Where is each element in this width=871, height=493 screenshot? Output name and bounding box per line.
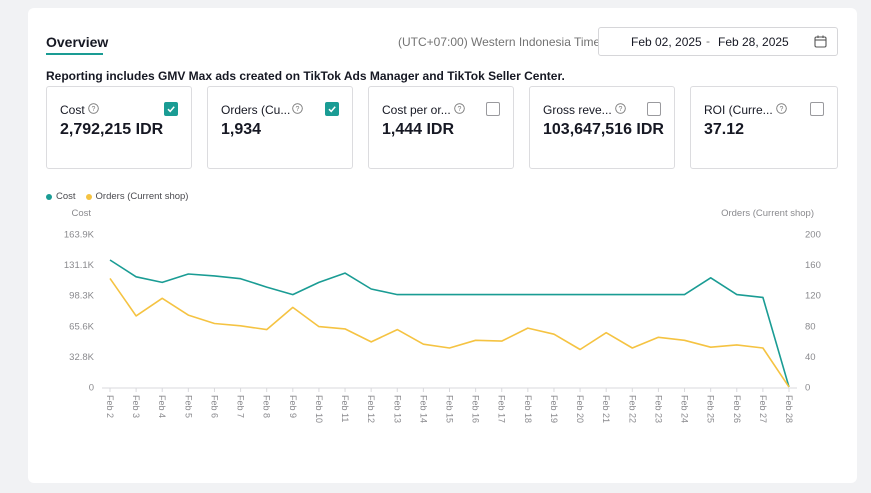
x-tick-label: Feb 14 bbox=[418, 395, 428, 423]
y-left-tick-label: 98.3K bbox=[69, 291, 94, 302]
y-left-tick-label: 65.6K bbox=[69, 321, 94, 332]
x-tick-label: Feb 5 bbox=[183, 395, 193, 418]
tab-active-indicator bbox=[46, 53, 103, 55]
help-icon[interactable]: ? bbox=[615, 103, 626, 114]
date-separator: - bbox=[706, 34, 710, 48]
y-right-tick-label: 200 bbox=[805, 230, 821, 241]
legend-dot bbox=[85, 193, 92, 200]
x-tick-label: Feb 15 bbox=[445, 395, 455, 423]
y-right-tick-label: 80 bbox=[805, 321, 816, 332]
metric-value: 1,934 bbox=[221, 121, 262, 138]
help-icon[interactable]: ? bbox=[88, 103, 99, 114]
x-tick-label: Feb 17 bbox=[497, 395, 507, 423]
x-tick-label: Feb 12 bbox=[366, 395, 376, 423]
help-icon[interactable]: ? bbox=[292, 103, 303, 114]
y-left-tick-label: 163.9K bbox=[64, 230, 95, 241]
metric-value: 2,792,215 IDR bbox=[60, 121, 164, 138]
x-tick-label: Feb 10 bbox=[314, 395, 324, 423]
metric-card-gross-revenue[interactable]: Gross reve... ? 103,647,516 IDR bbox=[529, 86, 675, 169]
y-left-tick-label: 131.1K bbox=[64, 260, 95, 271]
reporting-notice: Reporting includes GMV Max ads created o… bbox=[46, 69, 565, 83]
y-left-tick-label: 0 bbox=[89, 383, 94, 394]
svg-text:?: ? bbox=[780, 106, 784, 113]
date-start[interactable]: Feb 02, 2025 bbox=[631, 35, 702, 49]
metric-checkbox[interactable] bbox=[486, 102, 500, 116]
x-tick-label: Feb 24 bbox=[680, 395, 690, 423]
x-tick-label: Feb 27 bbox=[758, 395, 768, 423]
help-icon[interactable]: ? bbox=[776, 103, 787, 114]
x-tick-label: Feb 2 bbox=[105, 395, 115, 418]
overview-card: Overview (UTC+07:00) Western Indonesia T… bbox=[28, 8, 857, 483]
date-end[interactable]: Feb 28, 2025 bbox=[718, 35, 789, 49]
svg-text:?: ? bbox=[458, 106, 462, 113]
date-range-picker[interactable]: Feb 02, 2025 - Feb 28, 2025 bbox=[598, 27, 838, 56]
check-icon bbox=[167, 106, 175, 113]
x-tick-label: Feb 22 bbox=[627, 395, 637, 423]
calendar-icon[interactable] bbox=[814, 35, 827, 48]
x-tick-label: Feb 28 bbox=[784, 395, 794, 423]
x-tick-label: Feb 20 bbox=[575, 395, 585, 423]
svg-text:?: ? bbox=[619, 106, 623, 113]
metric-checkbox[interactable] bbox=[164, 102, 178, 116]
x-tick-label: Feb 25 bbox=[706, 395, 716, 423]
x-tick-label: Feb 21 bbox=[601, 395, 611, 423]
metric-label: Cost per or... bbox=[382, 103, 451, 117]
x-tick-label: Feb 3 bbox=[131, 395, 141, 418]
help-icon[interactable]: ? bbox=[454, 103, 465, 114]
metric-value: 1,444 IDR bbox=[382, 121, 455, 138]
legend-label: Cost bbox=[56, 191, 76, 202]
series-line-cost bbox=[109, 259, 790, 388]
x-tick-label: Feb 26 bbox=[732, 395, 742, 423]
x-tick-label: Feb 4 bbox=[157, 395, 167, 418]
legend-item-orders[interactable]: Orders (Current shop) bbox=[85, 191, 189, 202]
metric-checkbox[interactable] bbox=[810, 102, 824, 116]
metric-value: 103,647,516 IDR bbox=[543, 121, 664, 138]
timezone-label: (UTC+07:00) Western Indonesia Time bbox=[398, 35, 601, 49]
y-right-tick-label: 40 bbox=[805, 352, 816, 363]
legend-item-cost[interactable]: Cost bbox=[46, 191, 76, 202]
metric-checkbox[interactable] bbox=[325, 102, 339, 116]
y-left-axis-title: Cost bbox=[71, 208, 91, 219]
x-tick-label: Feb 16 bbox=[471, 395, 481, 423]
metric-value: 37.12 bbox=[704, 121, 745, 138]
metric-label: Gross reve... bbox=[543, 103, 612, 117]
metric-label: ROI (Curre... bbox=[704, 103, 773, 117]
svg-text:?: ? bbox=[92, 106, 96, 113]
legend-dot bbox=[46, 193, 52, 200]
y-right-tick-label: 120 bbox=[805, 291, 821, 302]
x-tick-label: Feb 11 bbox=[340, 395, 350, 422]
metric-card-cost-per-order[interactable]: Cost per or... ? 1,444 IDR bbox=[368, 86, 514, 169]
y-left-tick-label: 32.8K bbox=[69, 352, 94, 363]
x-tick-label: Feb 9 bbox=[288, 395, 298, 418]
y-right-tick-label: 0 bbox=[805, 383, 810, 394]
tab-overview[interactable]: Overview bbox=[46, 34, 109, 50]
y-right-tick-label: 160 bbox=[805, 260, 821, 271]
chart-legend: Cost Orders (Current shop) bbox=[46, 191, 188, 202]
x-tick-label: Feb 7 bbox=[236, 395, 246, 418]
legend-label: Orders (Current shop) bbox=[95, 191, 189, 202]
svg-text:?: ? bbox=[296, 106, 300, 113]
y-right-axis-title: Orders (Current shop) bbox=[721, 208, 814, 219]
x-tick-label: Feb 13 bbox=[392, 395, 402, 423]
x-tick-label: Feb 18 bbox=[523, 395, 533, 423]
x-tick-label: Feb 6 bbox=[209, 395, 219, 418]
series-line-orders-current-shop bbox=[109, 277, 790, 388]
x-tick-label: Feb 23 bbox=[653, 395, 663, 423]
x-tick-label: Feb 19 bbox=[549, 395, 559, 423]
metric-checkbox[interactable] bbox=[647, 102, 661, 116]
metric-label: Cost bbox=[60, 103, 85, 117]
metric-label: Orders (Cu... bbox=[221, 103, 291, 117]
metric-card-orders[interactable]: Orders (Cu... ? 1,934 bbox=[207, 86, 353, 169]
check-icon bbox=[328, 106, 336, 113]
metric-card-cost[interactable]: Cost ? 2,792,215 IDR bbox=[46, 86, 192, 169]
metric-card-roi[interactable]: ROI (Curre... ? 37.12 bbox=[690, 86, 838, 169]
x-tick-label: Feb 8 bbox=[262, 395, 272, 418]
